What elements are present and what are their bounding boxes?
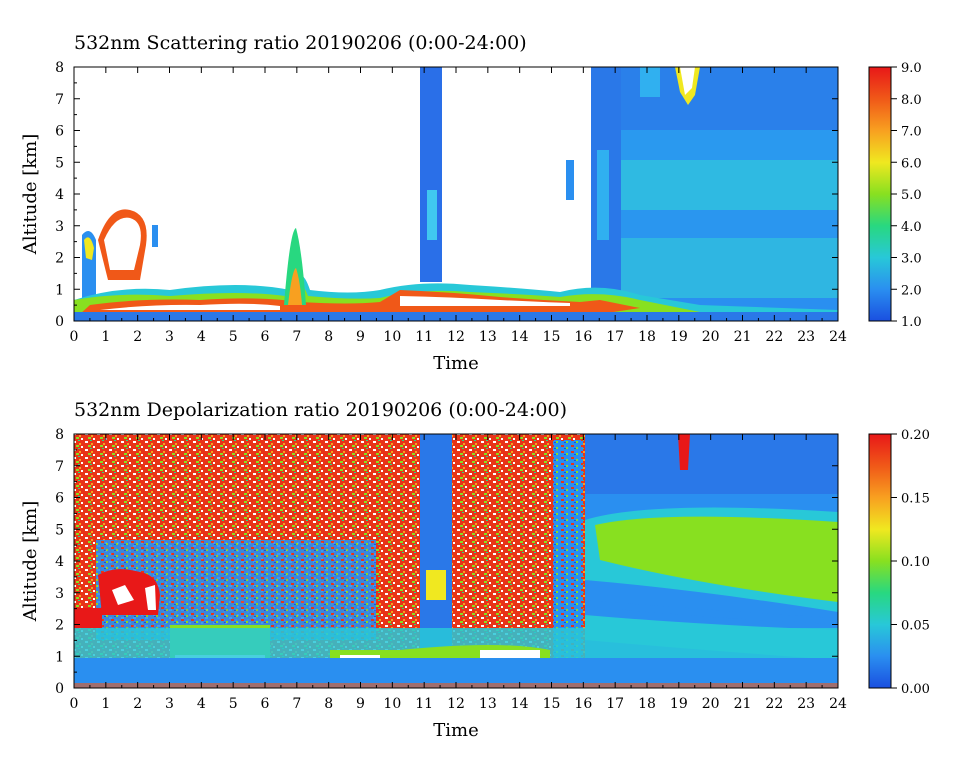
x-tick-label: 3 [165, 329, 174, 345]
y-tick-label: 6 [55, 491, 64, 507]
x-tick-label: 24 [829, 329, 847, 345]
axis-ticks: 0 1 2 3 4 5 6 7 8 9 10 11 12 13 14 15 16 17 18 19 20 21 22 23 24… [55, 427, 847, 712]
colorbar-tick-label: 0.15 [901, 492, 930, 507]
x-tick-label: 22 [765, 696, 783, 712]
colorbar-tick-label: 9.0 [901, 61, 922, 76]
x-tick-label: 15 [543, 329, 561, 345]
y-tick-label: 4 [55, 187, 64, 203]
x-tick-label: 18 [638, 329, 656, 345]
x-tick-label: 12 [447, 696, 465, 712]
y-tick-label: 5 [55, 522, 64, 538]
y-tick-label: 6 [55, 124, 64, 140]
x-tick-label: 16 [574, 329, 592, 345]
colorbar-ticks: 0.00 0.05 0.10 0.15 0.20 [891, 428, 930, 697]
x-tick-label: 7 [292, 696, 301, 712]
x-tick-label: 12 [447, 329, 465, 345]
x-tick-label: 9 [356, 329, 365, 345]
x-tick-label: 21 [734, 329, 752, 345]
chart-title: 532nm Scattering ratio 20190206 (0:00-24… [74, 32, 527, 54]
x-tick-label: 16 [574, 696, 592, 712]
y-tick-label: 5 [55, 155, 64, 171]
colorbar-tick-label: 8.0 [901, 93, 922, 108]
chart-title: 532nm Depolarization ratio 20190206 (0:0… [74, 399, 567, 421]
x-tick-label: 14 [511, 696, 529, 712]
x-tick-label: 19 [670, 696, 688, 712]
heatmap-field [74, 67, 838, 321]
x-tick-label: 15 [543, 696, 561, 712]
x-tick-label: 17 [606, 329, 624, 345]
x-tick-label: 17 [606, 696, 624, 712]
axis-ticks: 0 1 2 3 4 5 6 7 8 9 10 11 12 13 14 15 16 17 18 19 20 21 22 23 24… [55, 60, 847, 345]
x-tick-label: 10 [383, 696, 401, 712]
y-tick-label: 2 [55, 251, 64, 267]
y-tick-label: 0 [55, 681, 64, 697]
x-tick-label: 8 [324, 329, 333, 345]
x-tick-label: 13 [479, 696, 497, 712]
x-tick-label: 20 [702, 329, 720, 345]
colorbar-ticks: 1.0 2.0 3.0 4.0 5.0 6.0 7.0 8.0 9.0 [891, 61, 922, 330]
y-tick-label: 3 [55, 586, 64, 602]
colorbar-tick-label: 7.0 [901, 125, 922, 140]
x-tick-label: 24 [829, 696, 847, 712]
colorbar-tick-label: 3.0 [901, 252, 922, 267]
y-tick-label: 4 [55, 554, 64, 570]
x-tick-label: 2 [133, 696, 142, 712]
x-tick-label: 0 [70, 696, 79, 712]
y-tick-label: 7 [55, 459, 64, 475]
y-tick-label: 1 [55, 649, 64, 665]
colorbar-tick-label: 0.00 [901, 682, 930, 697]
x-tick-label: 19 [670, 329, 688, 345]
y-tick-label: 0 [55, 314, 64, 330]
x-axis-label: Time [433, 353, 478, 374]
x-tick-label: 18 [638, 696, 656, 712]
x-tick-label: 23 [797, 329, 815, 345]
y-tick-label: 8 [55, 60, 64, 76]
x-tick-label: 2 [133, 329, 142, 345]
colorbar-tick-label: 0.10 [901, 555, 930, 570]
x-tick-label: 11 [415, 696, 433, 712]
colorbar-tick-label: 1.0 [901, 315, 922, 330]
x-tick-label: 6 [261, 696, 270, 712]
x-tick-label: 4 [197, 696, 206, 712]
x-tick-label: 20 [702, 696, 720, 712]
x-tick-label: 14 [511, 329, 529, 345]
x-tick-label: 1 [101, 696, 110, 712]
x-tick-label: 11 [415, 329, 433, 345]
colorbar-tick-label: 0.20 [901, 428, 930, 443]
colorbar-tick-label: 5.0 [901, 188, 922, 203]
x-tick-label: 23 [797, 696, 815, 712]
x-tick-label: 13 [479, 329, 497, 345]
colorbar-tick-label: 4.0 [901, 220, 922, 235]
y-tick-label: 3 [55, 219, 64, 235]
y-tick-label: 7 [55, 92, 64, 108]
x-tick-label: 21 [734, 696, 752, 712]
x-tick-label: 10 [383, 329, 401, 345]
x-tick-label: 22 [765, 329, 783, 345]
colorbar [868, 433, 892, 689]
x-tick-label: 1 [101, 329, 110, 345]
y-axis-label: Altitude [km] [20, 134, 41, 256]
colorbar [868, 66, 892, 322]
y-tick-label: 8 [55, 427, 64, 443]
depolarization-ratio-panel: 532nm Depolarization ratio 20190206 (0:0… [20, 399, 930, 741]
x-tick-label: 4 [197, 329, 206, 345]
x-tick-label: 5 [229, 696, 238, 712]
y-axis-label: Altitude [km] [20, 501, 41, 623]
scattering-ratio-panel: 532nm Scattering ratio 20190206 (0:00-24… [20, 32, 922, 374]
x-axis-label: Time [433, 720, 478, 741]
x-tick-label: 0 [70, 329, 79, 345]
heatmap-field [74, 434, 838, 688]
colorbar-tick-label: 6.0 [901, 156, 922, 171]
y-tick-label: 2 [55, 618, 64, 634]
y-tick-label: 1 [55, 282, 64, 298]
x-tick-label: 3 [165, 696, 174, 712]
x-tick-label: 7 [292, 329, 301, 345]
x-tick-label: 5 [229, 329, 238, 345]
x-tick-label: 9 [356, 696, 365, 712]
colorbar-tick-label: 2.0 [901, 283, 922, 298]
colorbar-tick-label: 0.05 [901, 619, 930, 634]
x-tick-label: 6 [261, 329, 270, 345]
x-tick-label: 8 [324, 696, 333, 712]
